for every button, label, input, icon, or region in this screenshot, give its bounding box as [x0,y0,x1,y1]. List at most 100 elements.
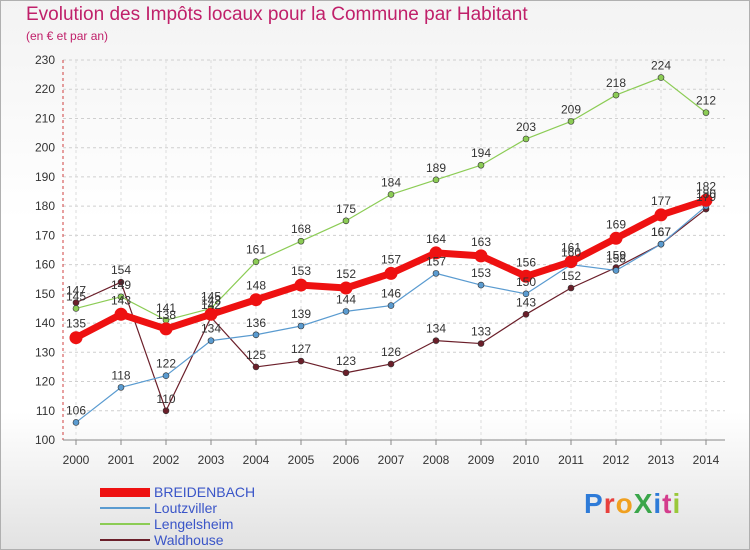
y-tick-label: 170 [35,228,55,242]
data-point-loutzviller [252,331,260,339]
data-point-lengelsheim [522,135,530,143]
x-tick-label: 2008 [423,453,450,467]
proxiti-logo: ProXiti [584,488,682,519]
data-label-lengelsheim: 218 [606,76,626,90]
data-label-lengelsheim: 224 [651,59,671,73]
data-point-waldhouse [117,278,125,286]
legend-swatch [100,507,150,509]
data-point-loutzviller [342,308,350,315]
data-point-loutzviller [117,384,125,391]
data-point-lengelsheim [657,74,665,81]
x-tick-label: 2005 [288,453,315,467]
data-point-lengelsheim [72,305,80,312]
data-label-lengelsheim: 212 [696,94,716,108]
legend-label: BREIDENBACH [154,484,256,500]
data-label-lengelsheim: 145 [201,289,221,303]
data-point-breidenbach [114,307,128,321]
data-label-breidenbach: 143 [111,293,131,307]
data-point-breidenbach [384,266,398,280]
y-tick-label: 200 [35,141,55,155]
data-label-loutzviller: 160 [561,246,581,260]
legend-label: Loutzviller [154,500,218,516]
x-tick-label: 2001 [108,453,135,467]
grid-lines [63,59,725,441]
data-point-breidenbach [474,249,488,263]
data-point-loutzviller [297,322,305,330]
data-label-lengelsheim: 141 [156,301,176,315]
data-label-lengelsheim: 175 [336,202,356,216]
data-label-loutzviller: 146 [381,287,401,301]
data-label-loutzviller: 158 [606,251,626,265]
data-label-loutzviller: 139 [291,307,311,321]
data-point-loutzviller [207,337,215,344]
x-tick-label: 2009 [468,453,495,467]
data-label-lengelsheim: 203 [516,120,536,134]
data-label-loutzviller: 167 [651,225,671,239]
data-label-loutzviller: 134 [201,322,221,336]
data-point-breidenbach [429,246,443,260]
data-label-waldhouse: 142 [201,298,221,312]
data-label-waldhouse: 133 [471,325,491,339]
data-label-breidenbach: 135 [66,317,86,331]
data-point-loutzviller [387,302,395,309]
legend-swatch [100,487,150,497]
data-point-lengelsheim [342,217,350,225]
chart-subtitle: (en € et par an) [26,29,109,43]
data-label-loutzviller: 122 [156,357,176,371]
series-layer [69,74,713,426]
data-point-breidenbach [159,322,173,336]
data-label-waldhouse: 147 [66,284,86,298]
data-label-loutzviller: 153 [471,266,491,280]
data-point-waldhouse [567,284,575,292]
data-label-waldhouse: 167 [651,225,671,239]
legend-label: Lengelsheim [154,516,234,532]
data-point-breidenbach [519,269,533,283]
x-tick-label: 2011 [558,453,584,467]
x-tick-label: 2004 [243,453,270,467]
data-point-lengelsheim [297,237,305,245]
data-point-lengelsheim [567,118,575,125]
data-point-waldhouse [522,311,530,318]
data-label-breidenbach: 156 [516,255,536,269]
data-point-waldhouse [342,369,350,377]
y-tick-label: 100 [35,433,55,447]
data-label-lengelsheim: 184 [381,175,401,189]
data-point-waldhouse [477,340,485,347]
data-label-breidenbach: 152 [336,267,356,281]
x-tick-label: 2007 [378,453,405,467]
y-tick-label: 230 [35,53,55,67]
data-point-waldhouse [162,407,170,415]
data-point-waldhouse [252,363,260,371]
data-label-lengelsheim: 168 [291,222,311,236]
data-label-waldhouse: 152 [561,269,581,283]
data-label-waldhouse: 143 [516,295,536,309]
legend-swatch [100,539,150,541]
data-label-loutzviller: 136 [246,316,266,330]
data-point-waldhouse [387,360,395,368]
data-point-breidenbach [339,281,353,295]
data-point-breidenbach [609,231,623,245]
x-tick-label: 2010 [513,453,540,467]
data-label-waldhouse: 126 [381,345,401,359]
data-label-loutzviller: 150 [516,275,536,289]
data-label-lengelsheim: 189 [426,161,446,175]
data-label-breidenbach: 143 [201,293,221,307]
data-label-lengelsheim: 145 [66,289,86,303]
x-tick-label: 2002 [153,453,180,467]
data-label-breidenbach: 138 [156,308,176,322]
data-point-lengelsheim [387,191,395,198]
legend-swatch [100,523,150,525]
data-label-loutzviller: 106 [66,403,86,417]
y-tick-label: 130 [35,345,55,359]
data-point-lengelsheim [702,109,710,116]
data-label-breidenbach: 148 [246,279,266,293]
data-point-lengelsheim [612,91,620,99]
x-tick-label: 2003 [198,453,225,467]
data-point-breidenbach [294,278,308,292]
x-tick-label: 2006 [333,453,360,467]
y-tick-label: 120 [35,375,55,389]
data-label-lengelsheim: 149 [111,278,131,292]
data-point-breidenbach [564,255,578,269]
chart-title: Evolution des Impôts locaux pour la Comm… [26,4,528,25]
